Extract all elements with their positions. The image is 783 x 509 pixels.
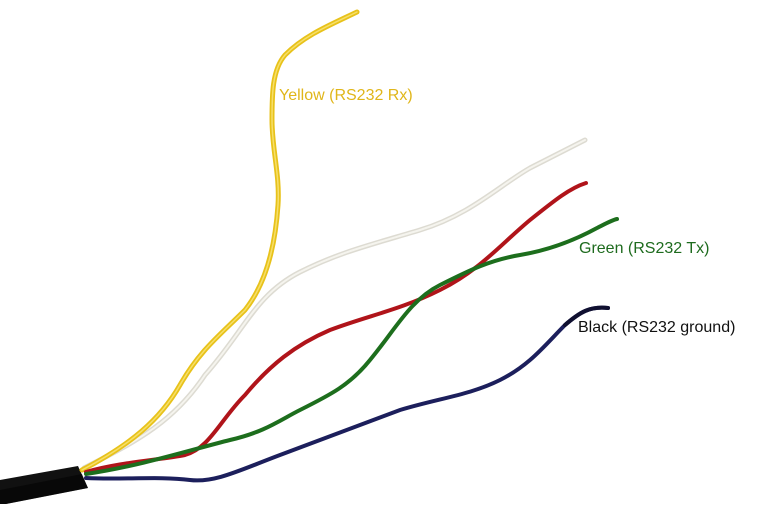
green-wire — [84, 217, 619, 476]
cable-jacket-shadow — [0, 474, 88, 504]
white-wire — [81, 137, 588, 471]
yellow-wire-label: Yellow (RS232 Rx) — [279, 87, 413, 104]
white-wire-highlight — [83, 139, 586, 469]
red-wire — [84, 181, 588, 474]
black-wire — [84, 305, 610, 483]
black-wire-label: Black (RS232 ground) — [578, 319, 736, 336]
yellow-wire-highlight — [81, 11, 358, 471]
black-wire-tip — [563, 305, 610, 327]
green-wire-label: Green (RS232 Tx) — [579, 240, 710, 257]
